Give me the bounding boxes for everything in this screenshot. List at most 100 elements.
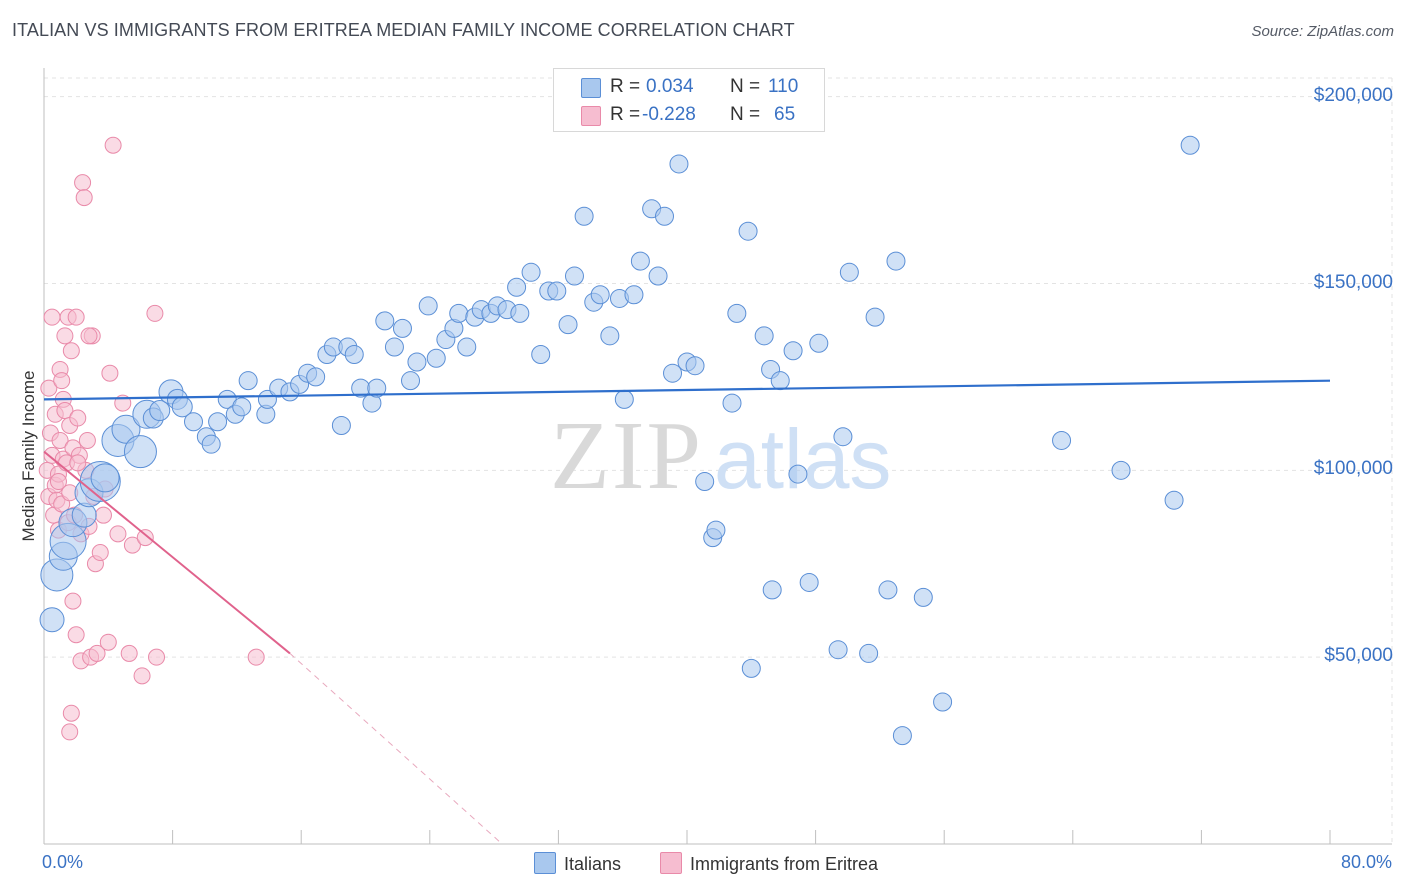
eritrea-point xyxy=(62,342,80,360)
italians-point xyxy=(331,416,351,436)
italians-point xyxy=(457,337,477,357)
chart-title: ITALIAN VS IMMIGRANTS FROM ERITREA MEDIA… xyxy=(12,20,795,40)
italians-point xyxy=(727,303,747,323)
italians-point xyxy=(521,262,541,282)
eritrea-point xyxy=(104,136,122,154)
italians-point xyxy=(375,311,395,331)
legend-r-label: R = xyxy=(610,76,641,97)
eritrea-trend-line xyxy=(43,450,291,655)
italians-point xyxy=(630,251,650,271)
legend-swatch-pink xyxy=(581,106,601,126)
legend-n-label: N = xyxy=(730,76,761,97)
italians-point xyxy=(695,472,715,492)
eritrea-point xyxy=(62,704,80,722)
legend-r-label: R = xyxy=(610,104,641,125)
eritrea-point xyxy=(136,529,154,547)
legend-r-value: -0.228 xyxy=(642,104,696,125)
eritrea-points xyxy=(38,136,265,741)
italians-point xyxy=(238,371,258,391)
eritrea-point xyxy=(146,304,164,322)
y-axis-label: Median Family Income xyxy=(19,370,38,542)
italians-point xyxy=(426,348,446,368)
italians-point xyxy=(799,572,819,592)
eritrea-point xyxy=(56,327,74,345)
watermark: ZIP atlas xyxy=(550,402,891,510)
italians-point xyxy=(1052,430,1072,450)
italians-point xyxy=(547,281,567,301)
italians-point xyxy=(590,285,610,305)
italians-point xyxy=(762,580,782,600)
italians-point xyxy=(865,307,885,327)
italians-point xyxy=(600,326,620,346)
legend-n-value: 110 xyxy=(768,76,799,97)
eritrea-point xyxy=(49,473,67,491)
italians-point xyxy=(706,520,726,540)
italians-point xyxy=(183,412,203,432)
italians-point xyxy=(449,303,469,323)
bottom-legend-eritrea-label: Immigrants from Eritrea xyxy=(690,854,879,874)
legend-row-eritrea: R = -0.228 N = 65 xyxy=(554,101,824,129)
italians-point xyxy=(669,154,689,174)
italians-point xyxy=(558,315,578,335)
italians-point xyxy=(257,389,277,409)
y-tick-label: $50,000 xyxy=(1324,645,1393,667)
italians-point xyxy=(839,262,859,282)
eritrea-point xyxy=(75,189,93,207)
italians-point xyxy=(892,726,912,746)
italians-point xyxy=(123,435,157,469)
italians-point xyxy=(738,221,758,241)
y-tick-label: $150,000 xyxy=(1313,271,1393,293)
italians-point xyxy=(401,371,421,391)
italians-point xyxy=(306,367,326,387)
eritrea-point xyxy=(53,372,71,390)
y-tick-label: $200,000 xyxy=(1313,84,1393,106)
italians-point xyxy=(39,607,65,633)
italians-point xyxy=(788,464,808,484)
bottom-legend-eritrea: Immigrants from Eritrea xyxy=(660,852,878,875)
eritrea-point xyxy=(51,431,69,449)
italians-point xyxy=(722,393,742,413)
eritrea-point xyxy=(133,667,151,685)
italians-point xyxy=(859,643,879,663)
italians-point xyxy=(913,587,933,607)
italians-point xyxy=(685,356,705,376)
source-label: Source: ZipAtlas.com xyxy=(1251,23,1394,40)
italians-point xyxy=(149,400,171,422)
legend-n-label: N = xyxy=(730,104,761,125)
italians-point xyxy=(507,277,527,297)
x-tick-max: 80.0% xyxy=(1340,852,1392,872)
eritrea-trend-extension xyxy=(289,653,503,845)
italians-point xyxy=(531,345,551,365)
legend-r-value: 0.034 xyxy=(646,76,694,97)
eritrea-point xyxy=(88,644,106,662)
eritrea-point xyxy=(94,506,112,524)
italians-point xyxy=(809,333,829,353)
italians-point xyxy=(90,463,120,493)
italians-point xyxy=(663,363,683,383)
italians-point xyxy=(783,341,803,361)
italians-point xyxy=(741,658,761,678)
italians-point xyxy=(770,371,790,391)
italians-point xyxy=(418,296,438,316)
eritrea-point xyxy=(69,454,87,472)
italians-point xyxy=(886,251,906,271)
bottom-legend-swatch-pink xyxy=(660,852,682,874)
italians-point xyxy=(1164,490,1184,510)
italians-point xyxy=(614,389,634,409)
eritrea-point xyxy=(148,648,166,666)
legend-row-italians: R = 0.034 N = 110 xyxy=(554,73,824,101)
trend-lines xyxy=(43,379,1331,845)
italians-point xyxy=(624,285,644,305)
italians-point xyxy=(407,352,427,372)
eritrea-point xyxy=(43,308,61,326)
italians-point xyxy=(392,318,412,338)
eritrea-point xyxy=(67,626,85,644)
italians-point xyxy=(933,692,953,712)
eritrea-point xyxy=(91,544,109,562)
bottom-legend-italians-label: Italians xyxy=(564,854,622,874)
italians-point xyxy=(232,397,252,417)
y-tick-label: $100,000 xyxy=(1313,458,1393,480)
italians-point xyxy=(1111,460,1131,480)
italians-point xyxy=(111,414,141,444)
